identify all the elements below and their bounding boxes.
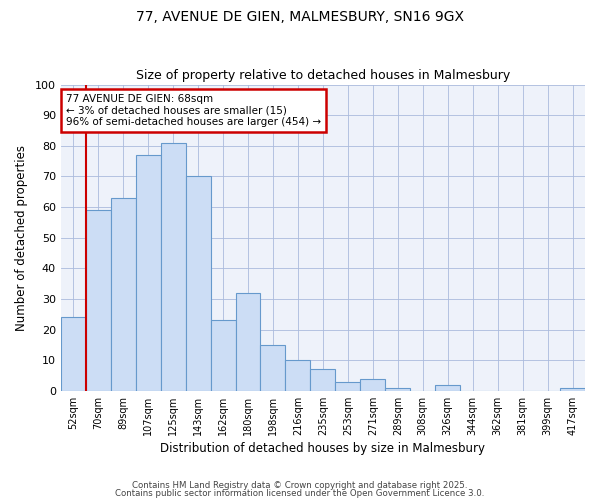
Text: Contains public sector information licensed under the Open Government Licence 3.: Contains public sector information licen… xyxy=(115,488,485,498)
Bar xyxy=(136,155,161,391)
Bar xyxy=(385,388,410,391)
Bar xyxy=(335,382,361,391)
Bar xyxy=(361,378,385,391)
Text: 77 AVENUE DE GIEN: 68sqm
← 3% of detached houses are smaller (15)
96% of semi-de: 77 AVENUE DE GIEN: 68sqm ← 3% of detache… xyxy=(66,94,321,127)
Bar xyxy=(111,198,136,391)
X-axis label: Distribution of detached houses by size in Malmesbury: Distribution of detached houses by size … xyxy=(160,442,485,455)
Bar xyxy=(236,293,260,391)
Bar xyxy=(211,320,236,391)
Title: Size of property relative to detached houses in Malmesbury: Size of property relative to detached ho… xyxy=(136,69,510,82)
Bar xyxy=(310,370,335,391)
Bar xyxy=(161,142,185,391)
Text: 77, AVENUE DE GIEN, MALMESBURY, SN16 9GX: 77, AVENUE DE GIEN, MALMESBURY, SN16 9GX xyxy=(136,10,464,24)
Bar xyxy=(61,318,86,391)
Bar xyxy=(260,345,286,391)
Bar xyxy=(560,388,585,391)
Text: Contains HM Land Registry data © Crown copyright and database right 2025.: Contains HM Land Registry data © Crown c… xyxy=(132,481,468,490)
Bar xyxy=(86,210,111,391)
Y-axis label: Number of detached properties: Number of detached properties xyxy=(15,144,28,330)
Bar xyxy=(286,360,310,391)
Bar xyxy=(185,176,211,391)
Bar xyxy=(435,384,460,391)
